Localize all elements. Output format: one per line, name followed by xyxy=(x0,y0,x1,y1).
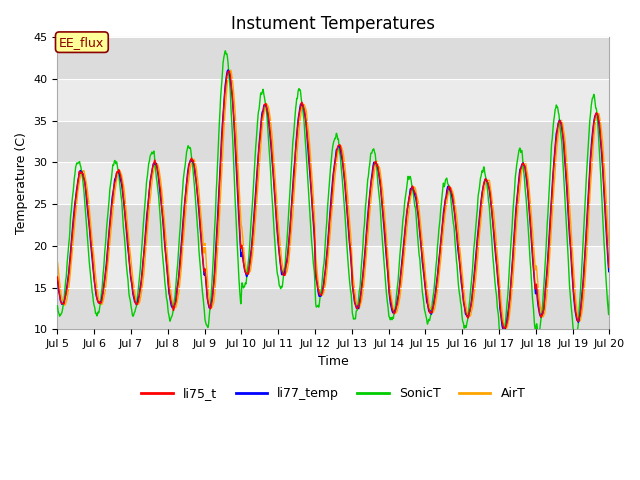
li75_t xyxy=(225,68,233,74)
Bar xyxy=(58,204,609,246)
X-axis label: Time: Time xyxy=(318,355,349,368)
Line: AirT: AirT xyxy=(58,70,609,330)
AirT xyxy=(116,169,124,175)
Line: li75_t: li75_t xyxy=(58,71,609,329)
SonicT xyxy=(54,303,61,309)
AirT xyxy=(227,67,234,73)
Line: SonicT: SonicT xyxy=(58,51,609,343)
li77_temp xyxy=(116,176,124,182)
li77_temp xyxy=(536,311,543,317)
Text: EE_flux: EE_flux xyxy=(60,36,104,48)
SonicT xyxy=(266,148,273,154)
SonicT xyxy=(536,328,543,334)
SonicT xyxy=(498,340,506,346)
AirT xyxy=(54,259,61,264)
SonicT xyxy=(116,187,124,193)
li75_t xyxy=(605,261,613,266)
li77_temp xyxy=(149,161,157,167)
AirT xyxy=(595,111,603,117)
li77_temp xyxy=(605,265,613,271)
li75_t xyxy=(595,118,603,124)
Bar xyxy=(58,121,609,163)
AirT xyxy=(266,109,273,115)
SonicT xyxy=(605,293,613,299)
AirT xyxy=(289,204,297,210)
Bar xyxy=(58,37,609,79)
SonicT xyxy=(221,48,229,54)
SonicT xyxy=(149,150,157,156)
AirT xyxy=(502,327,509,333)
Bar xyxy=(58,288,609,329)
Line: li77_temp: li77_temp xyxy=(58,70,609,331)
li75_t xyxy=(116,172,124,178)
Title: Instument Temperatures: Instument Temperatures xyxy=(232,15,435,33)
li75_t xyxy=(54,274,61,280)
Y-axis label: Temperature (C): Temperature (C) xyxy=(15,132,28,234)
SonicT xyxy=(595,142,603,147)
li75_t xyxy=(536,309,543,314)
li77_temp xyxy=(266,125,273,131)
li77_temp xyxy=(289,177,297,182)
li77_temp xyxy=(54,278,61,284)
AirT xyxy=(149,171,157,177)
SonicT xyxy=(289,136,297,142)
li75_t xyxy=(289,183,297,189)
li75_t xyxy=(149,163,157,169)
li77_temp xyxy=(595,121,603,127)
AirT xyxy=(605,247,613,252)
Legend: li75_t, li77_temp, SonicT, AirT: li75_t, li77_temp, SonicT, AirT xyxy=(136,382,531,405)
li75_t xyxy=(266,120,273,126)
li77_temp xyxy=(500,328,508,334)
li75_t xyxy=(500,326,508,332)
li77_temp xyxy=(224,67,232,73)
AirT xyxy=(536,298,543,304)
